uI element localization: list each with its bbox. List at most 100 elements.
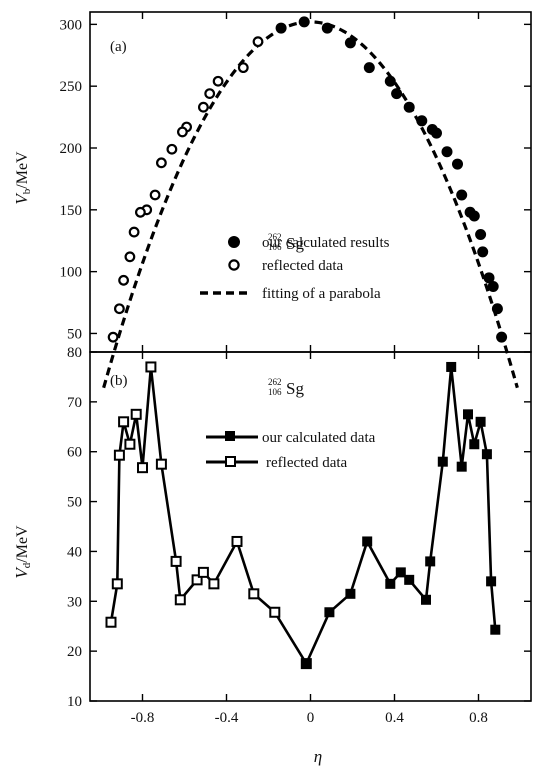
panel-b-nucleus-label: 262 106 Sg [268,377,304,398]
calculated-data-square [481,449,492,460]
panel-a-ytick-label: 250 [60,79,83,95]
reflected-data-square [231,535,243,547]
panel-b-frame [89,351,532,702]
x-tick-label: -0.8 [131,710,155,726]
legend-a-entry-1: our calculated results [262,235,390,251]
x-tick-label: 0.4 [385,710,404,726]
calculated-data-square [446,361,457,372]
reflected-data-point [155,157,167,169]
calculated-result-point [475,229,487,241]
panel-b-ticks: 10 20 30 40 50 60 70 80 -0.8 -0.4 0 0.4 0.8 [67,345,531,726]
calculated-data-square [421,594,431,605]
panel-a-nucleus-symbol: Sg [286,234,304,253]
calculated-data-square [456,461,467,472]
calculated-data-square [404,574,415,585]
panel-b-label: (b) [110,373,128,389]
panel-b: 10 20 30 40 50 60 70 80 -0.8 -0.4 0 0.4 0.8 (b) 262 … [12,345,531,766]
reflected-data-square [269,606,281,618]
panel-a-nucleus-charge: 106 [268,242,282,252]
reflected-data-square [137,462,148,474]
calculated-result-point [477,246,489,258]
reflected-data-square [248,588,260,600]
panel-a-ylabel-text: Vb/MeV [12,151,33,205]
x-tick-label: -0.4 [215,710,239,726]
panel-b-ytick-label: 40 [67,544,82,560]
calculated-result-point [391,88,403,100]
panel-a-label: (a) [110,39,127,55]
calculated-result-point [363,62,375,74]
panel-a-ytick-label: 50 [67,326,82,342]
calculated-data-square [475,416,486,427]
legend-filled-square-marker [225,431,235,441]
calculated-result-point [441,146,453,158]
reflected-data-point [197,101,209,113]
calculated-data-square [362,536,373,547]
reflected-data-point [118,274,129,286]
reflected-data-point [237,62,249,74]
calculated-data-square [395,567,406,578]
calculated-result-point [275,22,287,34]
calculated-data-line [305,366,497,665]
panel-b-ylabel-text: Vd/MeV [12,525,33,579]
panel-a: 50 100 150 200 250 300 (a) 262 106 Sg our cal… [12,12,531,389]
reflected-data-point [128,226,140,238]
panel-a-points [107,16,508,343]
calculated-data-square [301,658,312,669]
panel-b-ytick-label: 10 [67,694,82,710]
panel-b-ylabel: Vd/MeV [12,525,33,579]
reflected-data-square [170,555,182,567]
reflected-data-square [174,594,186,606]
calculated-result-point [384,75,396,87]
reflected-data-square [191,574,203,586]
reflected-data-square [155,458,167,470]
reflected-data-square [118,416,130,428]
panel-a-ylabel: Vb/MeV [12,151,33,205]
reflected-data-square [124,438,136,450]
panel-b-points [105,361,501,670]
calculated-data-square [463,409,473,420]
panel-a-legend: our calculated results reflected data fi… [200,235,390,302]
calculated-result-point [483,272,495,284]
panel-b-lines [109,366,497,665]
panel-a-ytick-label: 150 [60,203,83,219]
panel-b-ytick-label: 20 [67,644,82,660]
reflected-data-line [109,366,308,665]
panel-a-ytick-label: 100 [60,265,83,281]
panel-b-ytick-label: 80 [67,345,82,361]
calculated-result-point [416,115,428,127]
reflected-data-point [212,75,224,87]
calculated-result-point [344,37,356,49]
reflected-data-square [113,449,125,461]
calculated-result-point [431,127,442,139]
legend-b-entry-2: reflected data [266,455,348,471]
reflected-data-point [107,331,119,343]
panel-a-ytick-label: 300 [60,17,83,33]
calculated-result-point [468,210,480,222]
parabola-fit-curve [102,20,519,389]
panel-b-legend: our calculated data reflected data [206,430,376,471]
legend-b-entry-1: our calculated data [262,430,376,446]
reflected-data-square [208,578,220,590]
calculated-data-square [385,578,396,589]
calculated-result-point [452,158,463,170]
calculated-data-square [486,576,497,587]
reflected-data-point [166,143,178,155]
panel-a-ytick-label: 200 [60,141,83,157]
legend-open-square-marker [225,456,236,467]
reflected-data-point [149,189,161,201]
calculated-data-square [324,607,335,618]
calculated-result-point [487,280,499,292]
reflected-data-point [204,88,216,99]
x-axis-title: η [314,747,322,766]
panel-a-ticks: 50 100 150 200 250 300 [60,12,531,352]
reflected-data-square [105,616,117,628]
legend-a-entry-3: fitting of a parabola [262,286,381,302]
legend-filled-circle-marker [228,236,240,248]
calculated-data-square [437,456,448,467]
panel-a-nucleus-label: 262 106 Sg [268,232,304,253]
calculated-data-square [425,556,436,567]
x-tick-label: 0 [307,710,315,726]
panel-b-ytick-label: 30 [67,594,82,610]
reflected-data-square [111,578,123,590]
